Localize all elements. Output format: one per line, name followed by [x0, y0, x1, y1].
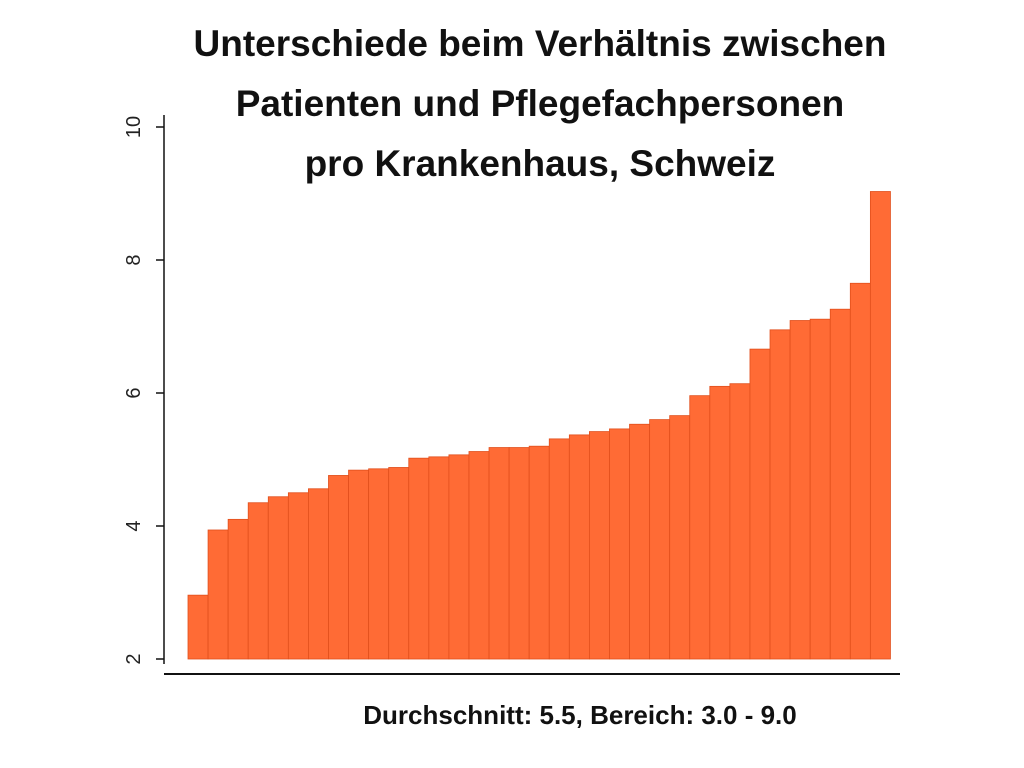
bar-10 — [368, 468, 390, 660]
bar-29 — [749, 348, 771, 660]
y-tick-label-6: 6 — [123, 387, 145, 398]
bar-16 — [488, 447, 510, 660]
bar-3 — [227, 518, 249, 660]
bar-35 — [869, 191, 891, 660]
bar-7 — [308, 488, 329, 660]
bar-5 — [267, 496, 289, 660]
bar-18 — [528, 445, 550, 660]
bar-24 — [649, 419, 671, 660]
bar-chart: 2 4 6 8 10 — [123, 115, 900, 675]
bar-30 — [769, 329, 791, 660]
bar-17 — [508, 447, 530, 660]
bar-13 — [428, 456, 450, 660]
bar-28 — [729, 383, 751, 660]
bar-14 — [448, 454, 470, 660]
bar-15 — [468, 451, 490, 660]
title-line-2: Patienten und Pflegefachpersonen — [235, 83, 845, 124]
bar-19 — [548, 438, 570, 660]
bar-8 — [328, 475, 349, 660]
title-line-1: Unterschiede beim Verhältnis zwischen — [193, 23, 887, 64]
bar-9 — [348, 469, 370, 660]
chart-title: Unterschiede beim Verhältnis zwischen Pa… — [0, 14, 1024, 194]
bar-27 — [709, 385, 731, 660]
bar-20 — [568, 434, 590, 660]
bar-31 — [789, 320, 811, 660]
bar-4 — [247, 502, 269, 660]
bar-2 — [207, 529, 229, 660]
bars-group — [187, 191, 891, 660]
bar-6 — [287, 492, 309, 660]
bar-34 — [849, 282, 871, 660]
title-line-3: pro Krankenhaus, Schweiz — [304, 143, 776, 184]
bar-11 — [388, 467, 410, 660]
bar-23 — [629, 423, 651, 660]
chart-caption: Durchschnitt: 5.5, Bereich: 3.0 - 9.0 — [363, 700, 797, 730]
y-ticks-group: 2 4 6 8 10 — [123, 116, 164, 665]
bar-25 — [669, 415, 691, 660]
bar-22 — [609, 428, 630, 660]
y-tick-label-10: 10 — [123, 116, 145, 138]
bar-32 — [809, 318, 831, 660]
bar-1 — [187, 594, 209, 660]
bar-26 — [689, 395, 711, 660]
bar-33 — [829, 308, 851, 660]
bar-21 — [589, 431, 610, 660]
y-tick-label-8: 8 — [123, 254, 145, 265]
y-tick-label-2: 2 — [123, 653, 145, 664]
bar-12 — [408, 457, 430, 660]
y-tick-label-4: 4 — [123, 520, 145, 531]
